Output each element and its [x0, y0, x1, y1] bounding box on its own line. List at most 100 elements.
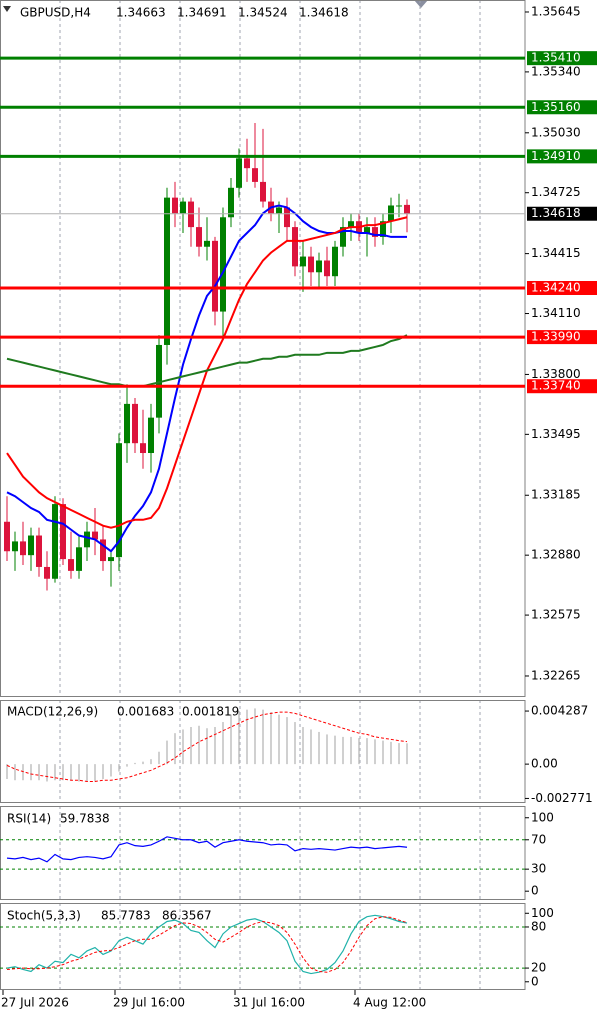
y-tick-label: -0.002771 — [531, 791, 593, 805]
menu-icon — [3, 6, 11, 12]
candle-body — [28, 535, 34, 556]
panel-frame — [0, 0, 526, 697]
y-tick-label: 1.33495 — [531, 427, 581, 441]
y-tick-label: 0 — [531, 884, 539, 898]
level-label: 1.33990 — [531, 330, 581, 344]
candle-body — [60, 504, 66, 560]
moving-average — [6, 204, 407, 553]
candle-body — [372, 227, 378, 237]
candle-body — [4, 521, 10, 552]
y-tick-label: 20 — [531, 961, 546, 975]
candle-body — [284, 207, 290, 228]
level-label: 1.35410 — [531, 51, 581, 65]
y-tick-label: 80 — [531, 919, 546, 933]
panel-frame — [0, 806, 526, 900]
candle-body — [124, 403, 130, 444]
candle-body — [188, 201, 194, 228]
indicator-value: 86.3567 — [162, 909, 212, 923]
candle-body — [396, 205, 402, 207]
moving-average — [6, 334, 408, 388]
level-label-box — [527, 330, 597, 345]
candle-body — [348, 221, 354, 228]
ohlc-value: 1.34524 — [238, 6, 288, 20]
y-tick-label: 100 — [531, 906, 554, 920]
x-tick-label: 27 Jul 2026 — [1, 996, 69, 1010]
candle-body — [20, 541, 26, 556]
indicator-value: 0.001819 — [182, 705, 239, 719]
x-tick-label: 31 Jul 16:00 — [233, 996, 305, 1010]
candle-body — [92, 531, 98, 540]
current-price-box — [527, 206, 597, 221]
stoch-main — [6, 914, 408, 975]
panel-frame — [0, 700, 526, 803]
candle-body — [292, 227, 298, 267]
y-tick-label: 1.34415 — [531, 246, 581, 260]
panel-frame — [0, 903, 526, 990]
candle-body — [252, 168, 258, 182]
candle-body — [116, 443, 122, 558]
x-tick-label: 4 Aug 12:00 — [353, 996, 426, 1010]
y-tick-label: 1.34725 — [531, 185, 581, 199]
y-tick-label: 0 — [531, 974, 539, 988]
candle-body — [52, 504, 58, 579]
candle-body — [364, 227, 370, 233]
y-tick-label: 1.35030 — [531, 125, 581, 139]
candle-body — [180, 201, 186, 214]
candle-body — [220, 217, 226, 312]
y-tick-label: 1.34110 — [531, 306, 581, 320]
candle-body — [228, 187, 234, 218]
y-tick-label: 1.32265 — [531, 668, 581, 682]
indicator-value: 0.001683 — [117, 705, 174, 719]
candle-body — [316, 260, 322, 273]
level-label-box — [527, 100, 597, 115]
level-label-box — [527, 51, 597, 66]
candle-body — [332, 246, 338, 277]
candle-body — [300, 256, 306, 267]
candle-body — [244, 158, 250, 169]
macd-signal — [6, 711, 408, 782]
y-tick-label: 1.33800 — [531, 367, 581, 381]
candle-body — [324, 260, 330, 277]
y-tick-label: 1.35340 — [531, 64, 581, 78]
y-tick-label: 30 — [531, 862, 546, 876]
level-label-box — [527, 280, 597, 295]
x-tick-label: 29 Jul 16:00 — [113, 996, 185, 1010]
candle-body — [12, 541, 18, 552]
shift-marker — [414, 0, 428, 8]
candle-body — [204, 240, 210, 247]
candle-body — [340, 227, 346, 247]
indicator-title: RSI(14) — [7, 812, 51, 826]
candle-body — [132, 403, 138, 444]
level-label: 1.34910 — [531, 149, 581, 163]
candle-body — [68, 559, 74, 571]
current-price-label: 1.34618 — [531, 206, 581, 220]
ohlc-value: 1.34691 — [177, 6, 227, 20]
candle-body — [140, 443, 146, 454]
level-label-box — [527, 379, 597, 394]
ohlc-value: 1.34663 — [116, 6, 166, 20]
level-label: 1.34240 — [531, 280, 581, 294]
candle-body — [148, 417, 154, 454]
candle-body — [36, 535, 42, 567]
y-tick-label: 0.00 — [531, 757, 558, 771]
candle-body — [44, 566, 50, 579]
level-label: 1.33740 — [531, 379, 581, 393]
candle-body — [404, 204, 410, 214]
y-tick-label: 100 — [531, 810, 554, 824]
candle-body — [164, 197, 170, 345]
y-tick-label: 1.32575 — [531, 608, 581, 622]
indicator-value: 85.7783 — [101, 909, 151, 923]
candle-body — [380, 221, 386, 237]
y-tick-label: 0.004287 — [531, 704, 588, 718]
candle-body — [100, 539, 106, 562]
y-tick-label: 1.33185 — [531, 488, 581, 502]
candle-body — [260, 181, 266, 202]
candle-body — [84, 531, 90, 548]
candle-body — [236, 158, 242, 188]
candle-body — [172, 197, 178, 214]
candle-body — [108, 557, 114, 562]
indicator-title: MACD(12,26,9) — [7, 705, 98, 719]
candle-body — [76, 547, 82, 571]
stoch-signal — [6, 916, 408, 973]
